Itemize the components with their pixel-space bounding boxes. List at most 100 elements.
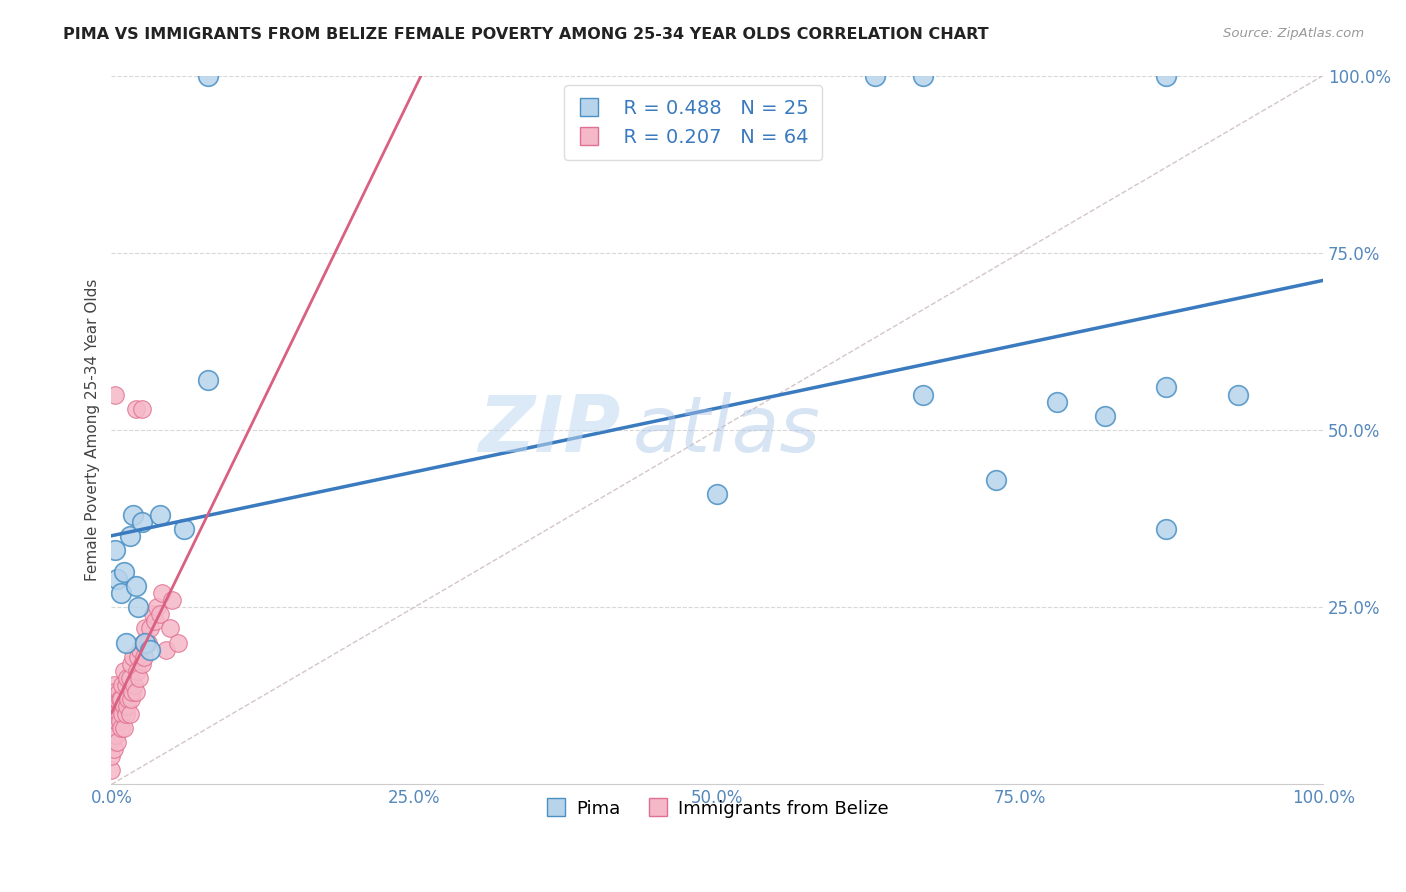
Point <box>127 600 149 615</box>
Point <box>107 692 129 706</box>
Point <box>136 635 159 649</box>
Point <box>115 706 138 721</box>
Point <box>118 529 141 543</box>
Point <box>103 742 125 756</box>
Point <box>120 657 142 671</box>
Point <box>142 607 165 622</box>
Point <box>118 706 141 721</box>
Point <box>167 635 190 649</box>
Point <box>110 692 132 706</box>
Point <box>124 678 146 692</box>
Point <box>115 678 138 692</box>
Text: ZIP: ZIP <box>478 392 620 468</box>
Point <box>149 508 172 522</box>
Point <box>104 721 127 735</box>
Point <box>159 622 181 636</box>
Point <box>104 543 127 558</box>
Text: Source: ZipAtlas.com: Source: ZipAtlas.com <box>1223 27 1364 40</box>
Point <box>132 635 155 649</box>
Point <box>1094 409 1116 423</box>
Point <box>112 699 135 714</box>
Point <box>706 487 728 501</box>
Point <box>112 721 135 735</box>
Point <box>912 69 935 83</box>
Point <box>139 642 162 657</box>
Point <box>100 721 122 735</box>
Point <box>100 728 122 742</box>
Text: atlas: atlas <box>633 392 820 468</box>
Point <box>131 515 153 529</box>
Point <box>122 649 145 664</box>
Point <box>131 657 153 671</box>
Point <box>100 749 122 764</box>
Point <box>115 699 138 714</box>
Point <box>112 664 135 678</box>
Point <box>139 622 162 636</box>
Y-axis label: Female Poverty Among 25-34 Year Olds: Female Poverty Among 25-34 Year Olds <box>86 279 100 582</box>
Point <box>127 649 149 664</box>
Point <box>122 508 145 522</box>
Point <box>124 685 146 699</box>
Point <box>100 735 122 749</box>
Point <box>110 586 132 600</box>
Point <box>1154 380 1177 394</box>
Point <box>984 473 1007 487</box>
Point <box>149 607 172 622</box>
Point <box>107 706 129 721</box>
Point <box>105 728 128 742</box>
Point <box>100 714 122 728</box>
Point <box>125 664 148 678</box>
Point <box>108 692 131 706</box>
Point <box>108 714 131 728</box>
Point <box>134 649 156 664</box>
Point <box>118 671 141 685</box>
Point <box>104 685 127 699</box>
Point <box>1154 522 1177 536</box>
Point <box>197 69 219 83</box>
Point <box>129 642 152 657</box>
Point <box>115 635 138 649</box>
Point <box>197 373 219 387</box>
Point <box>1227 387 1250 401</box>
Point <box>150 586 173 600</box>
Point <box>103 699 125 714</box>
Point <box>112 565 135 579</box>
Point <box>117 692 139 706</box>
Point <box>120 692 142 706</box>
Point <box>107 572 129 586</box>
Point <box>107 735 129 749</box>
Point <box>128 671 150 685</box>
Point <box>104 387 127 401</box>
Point <box>1154 69 1177 83</box>
Text: PIMA VS IMMIGRANTS FROM BELIZE FEMALE POVERTY AMONG 25-34 YEAR OLDS CORRELATION : PIMA VS IMMIGRANTS FROM BELIZE FEMALE PO… <box>63 27 988 42</box>
Point <box>111 706 134 721</box>
Point <box>155 642 177 657</box>
Point <box>863 69 886 83</box>
Point <box>134 622 156 636</box>
Point <box>104 706 127 721</box>
Point <box>105 706 128 721</box>
Point <box>115 671 138 685</box>
Point <box>103 728 125 742</box>
Point <box>100 764 122 778</box>
Point <box>912 387 935 401</box>
Point <box>100 699 122 714</box>
Point <box>111 678 134 692</box>
Legend: Pima, Immigrants from Belize: Pima, Immigrants from Belize <box>538 793 896 825</box>
Point <box>124 579 146 593</box>
Point <box>131 401 153 416</box>
Point <box>1045 394 1067 409</box>
Point <box>146 600 169 615</box>
Point <box>103 678 125 692</box>
Point <box>124 401 146 416</box>
Point <box>103 714 125 728</box>
Point <box>173 522 195 536</box>
Point <box>143 615 166 629</box>
Point <box>160 593 183 607</box>
Point <box>110 721 132 735</box>
Point <box>100 685 122 699</box>
Point <box>134 635 156 649</box>
Point <box>107 714 129 728</box>
Point <box>107 685 129 699</box>
Point <box>121 685 143 699</box>
